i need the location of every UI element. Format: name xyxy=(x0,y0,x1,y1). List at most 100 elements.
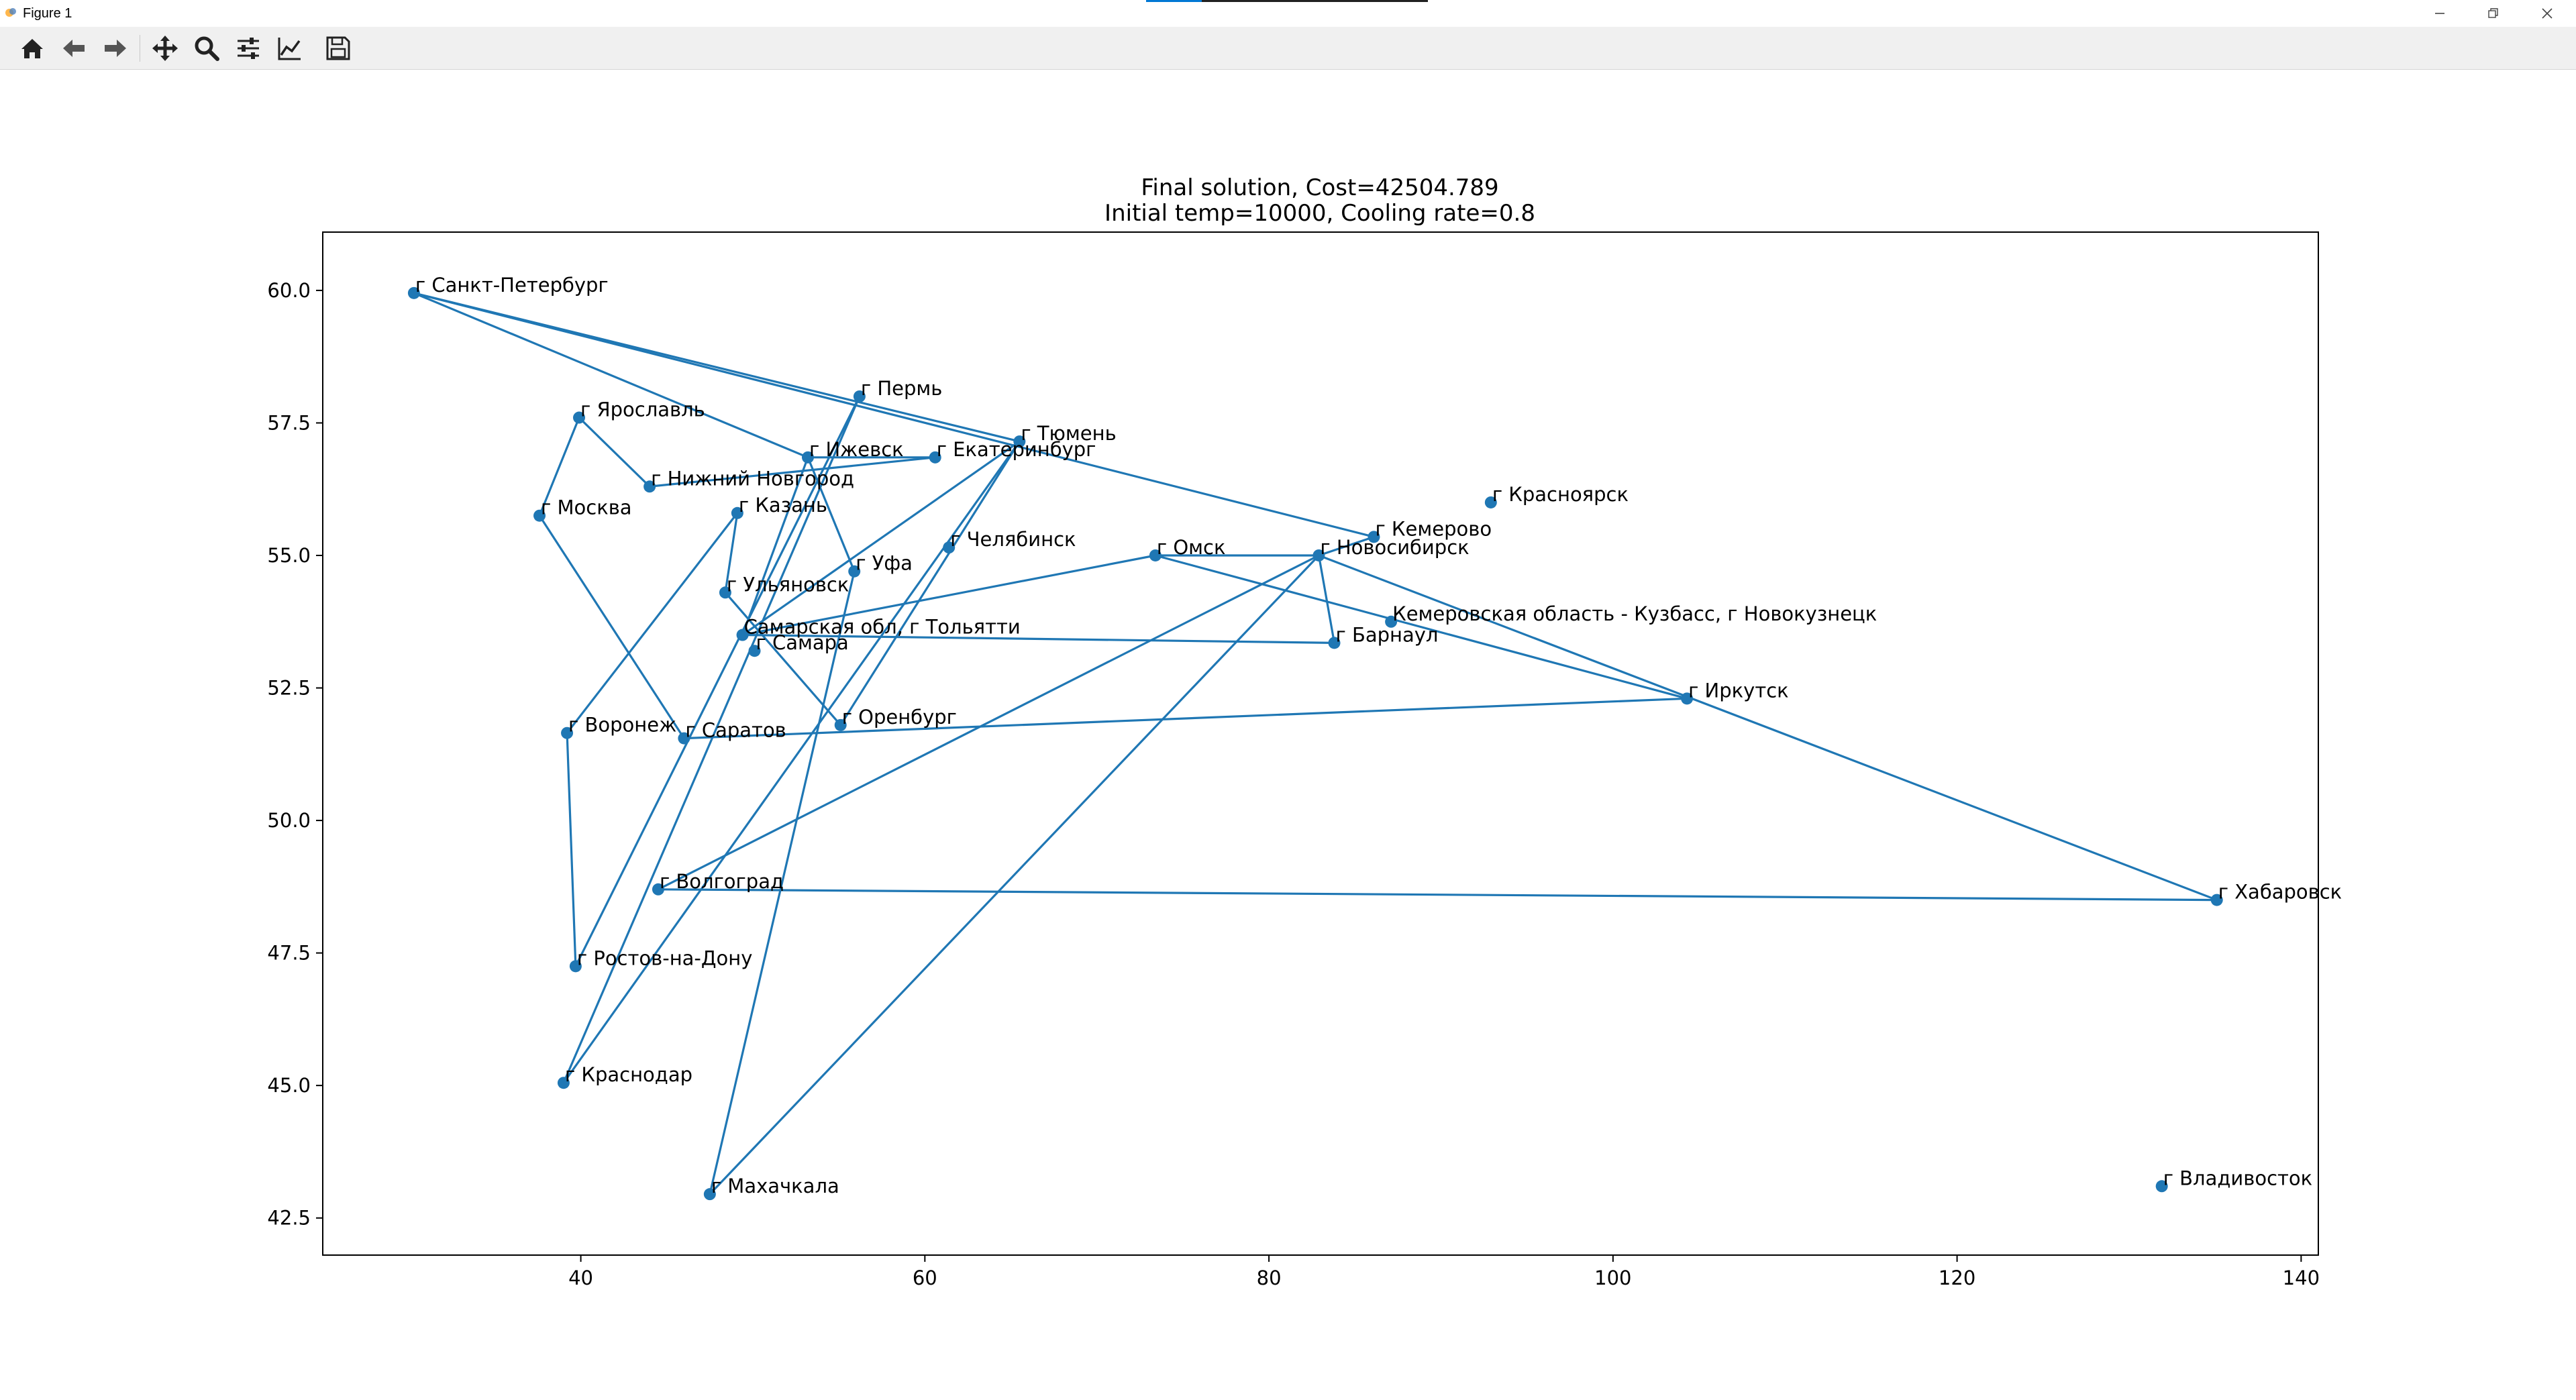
city-label: г Тюмень xyxy=(1021,422,1116,445)
city-label: г Казань xyxy=(739,494,827,517)
back-button[interactable] xyxy=(56,32,91,64)
city-label: г Екатеринбург xyxy=(937,438,1096,461)
y-tick-label: 52.5 xyxy=(267,677,311,700)
city-point xyxy=(573,411,586,424)
city-point xyxy=(801,451,814,464)
edit-axis-button[interactable] xyxy=(272,32,307,64)
route-segment xyxy=(578,417,651,488)
restore-button[interactable] xyxy=(2467,0,2520,27)
route-segment xyxy=(724,513,739,593)
route-segment xyxy=(684,697,1688,740)
forward-button[interactable] xyxy=(98,32,133,64)
configure-subplots-icon xyxy=(238,38,259,59)
save-button[interactable] xyxy=(321,32,356,64)
route-segment xyxy=(1155,554,1688,700)
city-point xyxy=(853,390,866,402)
city-point xyxy=(1312,549,1325,561)
city-point xyxy=(736,629,749,641)
route-segment xyxy=(742,554,1156,637)
y-axis-ticks: 42.5 45.0 47.5 50.0 52.5 55.0 57.5 60.0 xyxy=(267,279,323,1230)
city-point xyxy=(1149,549,1162,561)
city-point xyxy=(678,732,690,745)
city-label: г Самара xyxy=(756,631,849,654)
edit-axis-icon xyxy=(278,38,301,60)
city-label: г Воронеж xyxy=(568,714,676,737)
city-label: г Санкт-Петербург xyxy=(415,274,609,297)
city-label: г Ростов-на-Дону xyxy=(577,947,753,969)
figure-app-icon xyxy=(5,8,16,17)
city-label: г Краснодар xyxy=(565,1063,692,1086)
figure-canvas[interactable]: Final solution, Cost=42504.789 Initial t… xyxy=(0,70,2576,1400)
city-point xyxy=(2155,1180,2168,1193)
route-segment xyxy=(839,441,1021,726)
city-markers xyxy=(407,286,2223,1201)
route-segment xyxy=(413,292,1374,538)
zoom-button[interactable] xyxy=(189,32,224,64)
city-label: г Ижевск xyxy=(809,438,904,461)
city-labels: г Санкт-Петербург г Пермь г Ярославль г Иже… xyxy=(415,274,2342,1197)
city-point xyxy=(1013,435,1026,448)
x-axis-ticks: 40 60 80 100 120 140 xyxy=(568,1255,2320,1289)
city-point xyxy=(561,726,574,739)
route-segment xyxy=(709,571,856,1195)
route-segment xyxy=(566,512,739,734)
axes-frame xyxy=(322,231,2319,1256)
city-label: г Челябинск xyxy=(950,528,1076,551)
route-segment xyxy=(741,440,1021,636)
x-tick-label: 40 xyxy=(568,1267,593,1289)
city-point xyxy=(643,480,656,493)
city-point xyxy=(929,451,941,464)
y-tick-label: 45.0 xyxy=(267,1074,311,1097)
city-point xyxy=(1681,692,1694,705)
route-segment xyxy=(658,554,1320,891)
city-point xyxy=(557,1077,570,1089)
chart-title: Final solution, Cost=42504.789 xyxy=(1141,174,1498,201)
route-segment xyxy=(413,292,809,459)
home-button[interactable] xyxy=(15,32,50,64)
pan-button[interactable] xyxy=(148,32,183,64)
x-tick-label: 100 xyxy=(1594,1267,1631,1289)
city-label: г Уфа xyxy=(856,552,913,575)
city-point xyxy=(1328,637,1341,649)
city-point xyxy=(703,1188,716,1201)
y-tick-label: 47.5 xyxy=(267,942,311,965)
route-segment xyxy=(1318,535,1374,557)
city-point xyxy=(1368,531,1380,543)
titlebar-accent xyxy=(1146,0,1428,2)
city-label: г Оренбург xyxy=(842,706,957,729)
window-titlebar: Figure 1 xyxy=(0,0,2576,27)
city-label: г Нижний Новгород xyxy=(651,467,854,490)
city-label: г Ярославль xyxy=(580,398,705,421)
x-tick-label: 80 xyxy=(1257,1267,1282,1289)
city-label: г Иркутск xyxy=(1688,679,1789,702)
route-segment xyxy=(413,292,1020,443)
city-label: г Кемерово xyxy=(1375,517,1492,540)
route-segment xyxy=(566,733,577,967)
city-point xyxy=(848,565,861,578)
city-label: г Новосибирск xyxy=(1320,536,1469,559)
y-tick-label: 60.0 xyxy=(267,279,311,302)
city-point xyxy=(731,506,743,519)
forward-arrow-icon xyxy=(105,40,126,57)
route-segment xyxy=(538,417,580,517)
close-icon xyxy=(2542,8,2553,19)
city-label: г Москва xyxy=(541,496,632,519)
route-segment xyxy=(574,396,861,967)
city-point xyxy=(943,541,956,554)
pan-move-icon xyxy=(152,36,178,61)
minimize-button[interactable] xyxy=(2413,0,2467,27)
x-tick-label: 140 xyxy=(2283,1267,2320,1289)
route-lines xyxy=(413,292,2218,1195)
city-point xyxy=(1385,615,1398,628)
city-point xyxy=(719,586,731,599)
city-point xyxy=(652,883,664,896)
city-label: г Красноярск xyxy=(1492,483,1629,506)
route-segment xyxy=(1318,554,2218,902)
close-button[interactable] xyxy=(2520,0,2574,27)
city-point xyxy=(569,960,582,973)
city-point xyxy=(834,718,847,731)
city-label: г Ульяновск xyxy=(727,573,849,596)
city-label: Самарская обл, г Тольятти xyxy=(744,616,1021,639)
city-label: г Пермь xyxy=(861,377,942,400)
configure-subplots-button[interactable] xyxy=(231,32,266,64)
